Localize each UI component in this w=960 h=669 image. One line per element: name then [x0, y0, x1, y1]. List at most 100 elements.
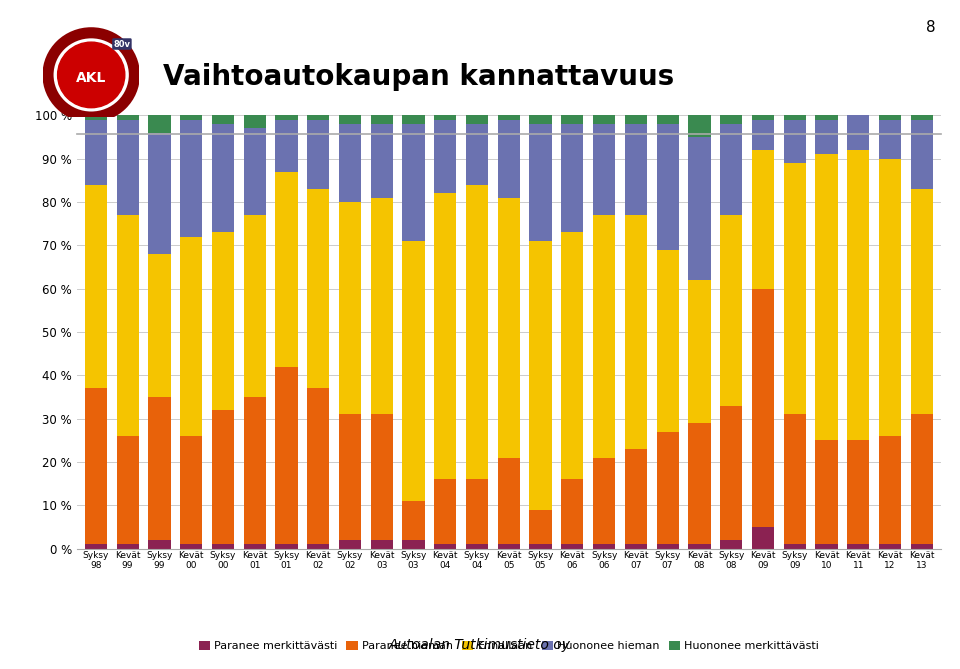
Bar [276, 367, 298, 545]
Bar [657, 124, 679, 250]
Bar [593, 545, 615, 549]
Bar [847, 440, 870, 545]
Bar [244, 545, 266, 549]
Bar [911, 414, 933, 545]
Bar [911, 120, 933, 189]
Bar [688, 115, 710, 137]
Bar [116, 436, 139, 545]
Bar [815, 115, 837, 120]
Bar [657, 545, 679, 549]
Bar [847, 115, 870, 150]
Bar [562, 115, 584, 124]
Bar [783, 115, 805, 120]
Bar [434, 115, 456, 120]
Bar [497, 545, 520, 549]
Bar [497, 197, 520, 458]
Bar [720, 115, 742, 124]
Bar [688, 137, 710, 280]
Text: Autoalan Tutkimustieto oy: Autoalan Tutkimustieto oy [389, 638, 571, 652]
Bar [402, 115, 424, 124]
Bar [625, 115, 647, 124]
Bar [212, 545, 234, 549]
Bar [530, 510, 552, 545]
Bar [339, 540, 361, 549]
Bar [562, 545, 584, 549]
Bar [720, 405, 742, 540]
Bar [84, 185, 107, 388]
Bar [244, 115, 266, 128]
Bar [212, 410, 234, 545]
Bar [180, 436, 203, 545]
Bar [593, 215, 615, 458]
Bar [593, 124, 615, 215]
Bar [339, 115, 361, 124]
Bar [148, 540, 171, 549]
Bar [530, 115, 552, 124]
Bar [688, 280, 710, 423]
Bar [530, 124, 552, 241]
Bar [625, 124, 647, 215]
Bar [180, 237, 203, 436]
Bar [847, 150, 870, 440]
Bar [148, 254, 171, 397]
Bar [84, 545, 107, 549]
Bar [148, 115, 171, 132]
Bar [530, 241, 552, 510]
Bar [911, 189, 933, 414]
Bar [562, 232, 584, 479]
Text: 80v: 80v [113, 39, 131, 49]
Bar [307, 388, 329, 545]
Bar [911, 545, 933, 549]
Bar [752, 288, 774, 527]
Bar [244, 215, 266, 397]
Bar [752, 150, 774, 288]
Bar [402, 241, 424, 501]
Bar [371, 540, 393, 549]
Bar [339, 202, 361, 414]
Bar [466, 115, 488, 124]
Bar [878, 436, 901, 545]
Bar [562, 124, 584, 232]
Bar [783, 414, 805, 545]
Bar [497, 115, 520, 120]
Bar [720, 215, 742, 405]
Bar [339, 414, 361, 540]
Bar [276, 171, 298, 367]
Bar [212, 232, 234, 410]
Bar [878, 120, 901, 159]
Bar [815, 545, 837, 549]
Bar [657, 115, 679, 124]
Bar [847, 545, 870, 549]
Bar [625, 545, 647, 549]
Bar [84, 388, 107, 545]
Bar [878, 115, 901, 120]
Bar [307, 120, 329, 189]
Bar [783, 163, 805, 414]
Bar [688, 423, 710, 545]
Bar [878, 159, 901, 436]
Bar [371, 115, 393, 124]
Bar [339, 124, 361, 202]
Bar [815, 120, 837, 155]
Bar [148, 397, 171, 540]
Bar [116, 215, 139, 436]
Bar [815, 155, 837, 440]
Bar [752, 120, 774, 150]
Bar [180, 545, 203, 549]
Bar [657, 432, 679, 545]
Bar [783, 120, 805, 163]
Bar [657, 250, 679, 432]
Legend: Paranee merkittävästi, Paranee hieman, Ennallaan, Huononee hieman, Huononee merk: Paranee merkittävästi, Paranee hieman, E… [194, 636, 824, 656]
Bar [84, 120, 107, 185]
Bar [466, 479, 488, 545]
Bar [783, 545, 805, 549]
Bar [530, 545, 552, 549]
Bar [402, 501, 424, 540]
Bar [466, 124, 488, 185]
Circle shape [58, 42, 125, 108]
Text: 8: 8 [926, 20, 936, 35]
Bar [593, 458, 615, 545]
Bar [562, 479, 584, 545]
Bar [244, 397, 266, 545]
Bar [307, 189, 329, 388]
